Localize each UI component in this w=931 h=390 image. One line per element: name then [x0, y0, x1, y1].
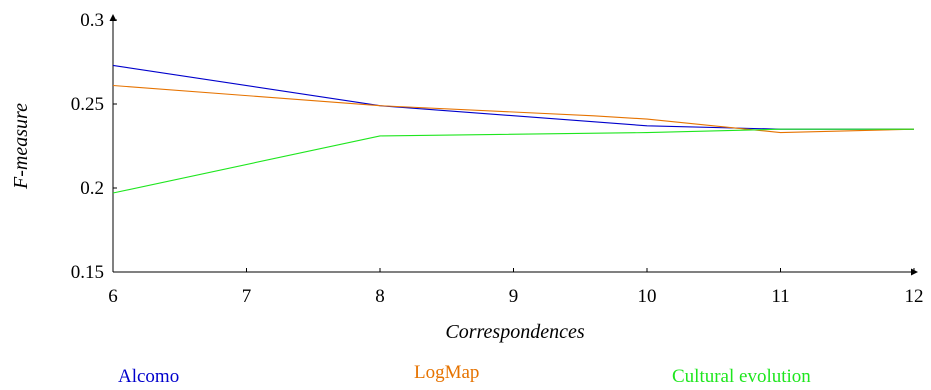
y-axis-arrow: [109, 14, 117, 21]
legend-cultural-evolution-label: Cultural evolution: [672, 366, 811, 387]
legend-alcomo-label: Alcomo: [118, 366, 180, 387]
axes: [109, 14, 918, 276]
series-line-cultural-evolution: [112, 128, 914, 194]
series-lines: [112, 64, 915, 194]
legend-logmap: LogMap: [414, 362, 479, 384]
series-line-logmap: [112, 84, 915, 134]
x-tick-label: 12: [905, 286, 924, 307]
y-tick-label: 0.3: [80, 10, 104, 31]
x-tick-label: 6: [108, 286, 118, 307]
y-tick-label: 0.15: [71, 262, 104, 283]
legend-alcomo: Alcomo: [118, 366, 179, 388]
x-axis-title: Correspondences: [445, 321, 584, 343]
legend-cultural-evolution: Cultural evolution: [672, 366, 811, 388]
legend-logmap-label: LogMap: [414, 362, 480, 383]
ticks: 6 7 8 9 10 11 12 0.15 0.2 0.25 0.3: [71, 10, 924, 307]
x-tick-label: 7: [242, 286, 252, 307]
x-tick-label: 8: [375, 286, 385, 307]
y-axis-title: F-measure: [10, 103, 32, 190]
x-tick-label: 10: [638, 286, 657, 307]
x-tick-label: 9: [509, 286, 519, 307]
series-line-alcomo: [112, 64, 914, 130]
y-tick-label: 0.2: [80, 178, 104, 199]
y-tick-label: 0.25: [71, 94, 104, 115]
x-tick-label: 11: [771, 286, 789, 307]
